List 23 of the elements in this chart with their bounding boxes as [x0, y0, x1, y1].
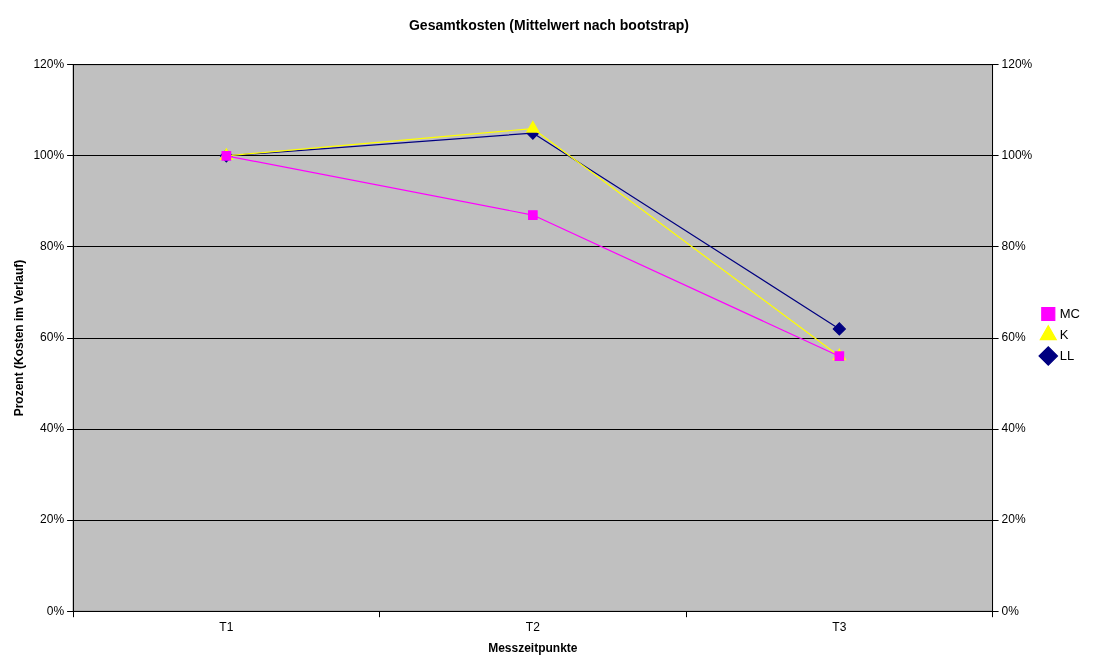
legend-label: LL [1059, 347, 1075, 363]
y-tick-label: 120% [33, 57, 65, 72]
y-tick-label: 100% [33, 148, 65, 163]
x-tick-label: T1 [219, 619, 234, 634]
y-tick-label: 40% [40, 421, 65, 436]
legend-label: MC [1059, 305, 1080, 321]
x-axis-title: Messzeitpunkte [488, 641, 578, 656]
y2-tick-label: 0% [1001, 603, 1020, 618]
y2-tick-label: 120% [1001, 57, 1033, 72]
y-tick-label: 80% [40, 239, 65, 254]
y-axis-title: Prozent (Kosten im Verlauf) [11, 259, 26, 417]
x-tick-label: T3 [832, 619, 847, 634]
y-tick-label: 0% [46, 603, 65, 618]
x-tick-label: T2 [525, 619, 541, 634]
y2-tick-label: 80% [1001, 239, 1026, 254]
y2-tick-label: 40% [1001, 421, 1026, 436]
y-tick-label: 20% [40, 512, 65, 527]
y2-tick-label: 20% [1001, 512, 1026, 527]
y-tick-label: 60% [40, 330, 65, 345]
y2-tick-label: 100% [1001, 148, 1033, 163]
legend-label: K [1059, 326, 1069, 342]
chart-title: Gesamtkosten (Mittelwert nach bootstrap) [408, 17, 690, 34]
y2-tick-label: 60% [1001, 330, 1026, 345]
